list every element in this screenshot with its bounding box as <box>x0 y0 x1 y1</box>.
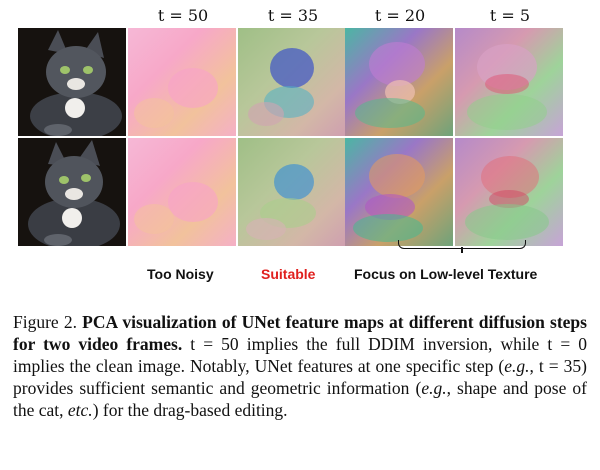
caption-eg-2: e.g. <box>421 378 447 398</box>
pca-map-row2-t20 <box>345 138 453 246</box>
caption-part-1: t = 50 implies the full DDIM inversion, … <box>13 334 588 376</box>
cat-photo-frame-2 <box>18 138 126 246</box>
pca-map-row1-t50 <box>128 28 236 136</box>
column-header-t5: t = 5 <box>489 6 531 25</box>
label-too-noisy: Too Noisy <box>147 266 214 282</box>
column-header-t35: t = 35 <box>267 6 319 25</box>
column-header-t20: t = 20 <box>374 6 426 25</box>
caption-eg-1: e.g. <box>504 356 530 376</box>
figure-caption: Figure 2. PCA visualization of UNet feat… <box>13 311 587 421</box>
brace-group-t20-t5 <box>398 240 526 253</box>
label-suitable: Suitable <box>261 266 316 282</box>
caption-bold-title: PCA visualization of UNet feature maps a… <box>13 312 587 354</box>
caption-part-3: , shape and pose of the cat, <box>13 378 587 420</box>
caption-part-4: ) for the drag-based editing. <box>92 400 288 420</box>
pca-map-row2-t50 <box>128 138 236 246</box>
column-header-t50: t = 50 <box>157 6 209 25</box>
cat-image <box>18 28 126 136</box>
pca-map-row1-t20 <box>345 28 453 136</box>
caption-etc: etc. <box>67 400 93 420</box>
pca-map-row1-t5 <box>455 28 563 136</box>
caption-prefix: Figure 2. <box>13 312 83 332</box>
pca-map-row1-t35 <box>238 28 346 136</box>
cat-image <box>18 138 126 246</box>
pca-map-row2-t35 <box>238 138 346 246</box>
pca-map-row2-t5 <box>455 138 563 246</box>
cat-photo-frame-1 <box>18 28 126 136</box>
caption-part-2: , t = 35) provides sufficient semantic a… <box>13 356 588 398</box>
label-focus-low-level-texture: Focus on Low-level Texture <box>354 266 538 282</box>
